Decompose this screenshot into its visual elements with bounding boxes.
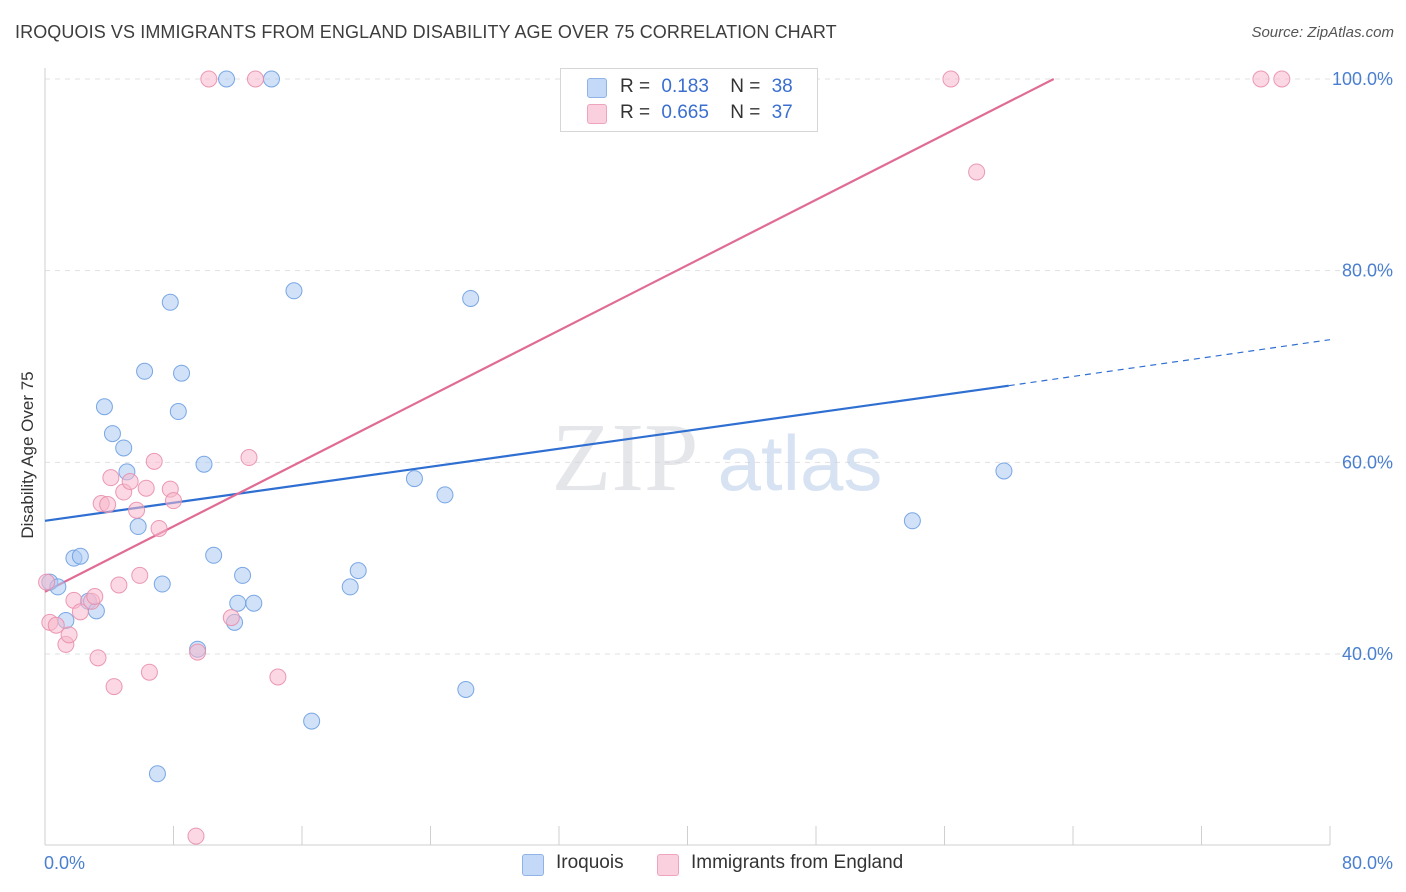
england-point [38,573,56,591]
stats-legend: R = 0.183 N = 38 R = 0.665 N = 37 [560,68,818,132]
iroquois-point [229,594,247,612]
iroquois-point [262,70,280,88]
iroquois-point [148,765,166,783]
england-point [47,616,65,634]
legend-r-label: R = [620,76,651,97]
y-tick-label: 100.0% [1332,69,1393,89]
series-swatch-iroquois [522,854,544,876]
iroquois-point [71,547,89,565]
england-point [150,519,168,537]
legend-swatch-iroquois [587,78,607,98]
england-point [110,576,128,594]
england-point [145,452,163,470]
iroquois-point [303,712,321,730]
england-point [269,668,287,686]
england-point [222,609,240,627]
iroquois-point [169,403,187,421]
england-point [71,603,89,621]
england-point [86,588,104,605]
y-tick-label: 40.0% [1342,644,1393,664]
iroquois-trend-extension [1008,339,1331,387]
england-point [189,643,207,661]
legend-r-label: R = [620,102,651,123]
iroquois-point [462,289,480,307]
england-point [89,649,107,667]
x-tick-label: 80.0% [1342,853,1393,873]
series-legend: Iroquois Immigrants from England [0,852,1406,878]
england-point [942,70,960,88]
iroquois-point [995,462,1013,480]
tick-labels: 40.0% 60.0% 80.0% 100.0% 0.0% 80.0% [44,69,1393,873]
england-point [968,163,986,181]
england-point [60,626,78,644]
england-point [105,678,123,696]
iroquois-point [234,566,252,584]
iroquois-point [436,486,454,504]
england-point [140,663,158,681]
england-point [240,449,258,467]
england-point [1252,70,1270,88]
iroquois-point [115,439,133,457]
england-point [165,492,182,510]
legend-swatch-england [587,104,607,124]
series-swatch-england [657,854,679,876]
iroquois-point [285,282,303,300]
iroquois-point [205,546,223,564]
axes [44,68,1331,846]
iroquois-point [195,455,213,473]
england-point [246,70,264,88]
series-legend-label: Iroquois [556,852,624,873]
x-tick-label: 0.0% [44,853,85,873]
trend-lines [44,78,1331,593]
iroquois-point [245,594,263,612]
legend-r-value: 0.665 [661,102,709,123]
england-trend-line [44,78,1055,593]
iroquois-point [95,398,113,416]
iroquois-point [903,512,921,530]
england-point [121,473,139,490]
grid-lines [45,78,1395,655]
legend-n-label: N = [730,102,761,123]
source-label: Source: ZipAtlas.com [1251,24,1394,41]
england-point [99,496,117,513]
y-tick-label: 60.0% [1342,452,1393,472]
iroquois-point [153,575,171,593]
legend-r-value: 0.183 [661,76,709,97]
england-point [200,70,218,88]
legend-n-label: N = [730,76,761,97]
iroquois-point [457,680,475,698]
iroquois-point [161,293,179,311]
watermark-atlas: atlas [718,419,883,507]
iroquois-point [173,364,191,382]
legend-n-value: 38 [771,76,793,97]
iroquois-point [129,518,147,536]
y-tick-label: 80.0% [1342,261,1393,281]
iroquois-point [341,578,359,596]
chart-title: IROQUOIS VS IMMIGRANTS FROM ENGLAND DISA… [15,22,837,42]
y-axis-label: Disability Age Over 75 [18,371,37,538]
iroquois-point [218,70,236,88]
iroquois-trend-line [44,384,1009,522]
iroquois-point [405,470,423,488]
watermark-zip: ZIP [552,404,699,512]
england-point [1273,70,1291,88]
england-point [137,479,155,497]
england-point [187,827,205,845]
england-point [131,566,149,584]
series-legend-label: Immigrants from England [691,852,904,873]
iroquois-point [349,562,367,580]
england-point [128,501,146,519]
iroquois-point [136,362,154,380]
england-point [102,469,120,487]
iroquois-point [103,425,121,443]
legend-n-value: 37 [771,102,793,123]
